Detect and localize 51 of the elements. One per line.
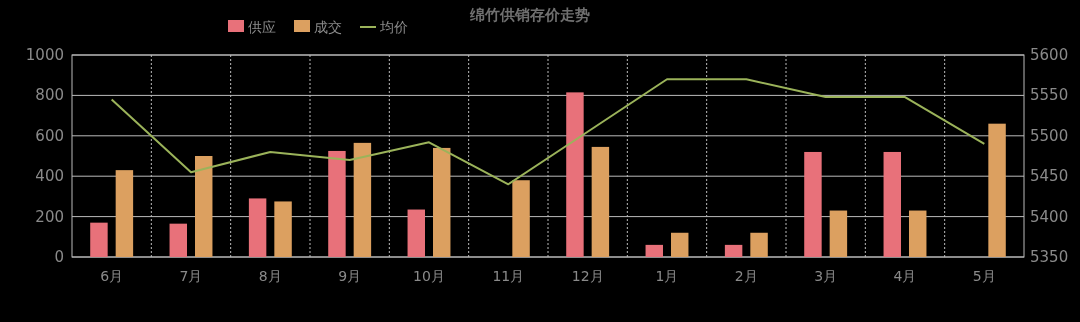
- bar: [353, 142, 372, 257]
- x-tick-label: 3月: [814, 268, 838, 284]
- bar: [724, 244, 743, 257]
- legend-label: 成交: [314, 19, 342, 35]
- x-tick-label: 12月: [571, 268, 604, 284]
- bar: [645, 244, 663, 257]
- y2-tick-label: 5500: [1030, 126, 1069, 145]
- bar: [115, 170, 134, 257]
- bar: [328, 150, 346, 257]
- bar: [883, 151, 901, 257]
- x-tick-label: 11月: [492, 268, 525, 284]
- y2-tick-label: 5350: [1030, 248, 1069, 266]
- x-tick-label: 10月: [413, 268, 445, 284]
- y2-tick-label: 5400: [1030, 207, 1069, 226]
- bar: [829, 210, 848, 257]
- y-tick-label: 600: [35, 126, 64, 145]
- x-tick-label: 6月: [100, 268, 124, 284]
- x-tick-label: 8月: [258, 268, 282, 284]
- x-tick-label: 9月: [338, 268, 362, 284]
- y-tick-label: 800: [35, 86, 64, 105]
- bar: [804, 151, 822, 257]
- bar: [750, 232, 768, 257]
- bar: [169, 223, 187, 257]
- bar: [988, 123, 1006, 257]
- y-tick-label: 400: [35, 167, 64, 186]
- legend-label: 供应: [248, 19, 276, 35]
- bar: [909, 210, 927, 257]
- y-tick-label: 200: [35, 207, 64, 226]
- bar: [671, 232, 689, 257]
- y2-tick-label: 5450: [1030, 167, 1069, 186]
- bar: [433, 147, 451, 257]
- line-series: [110, 78, 986, 186]
- bar: [274, 201, 292, 257]
- bar: [248, 198, 267, 257]
- bar: [195, 156, 213, 257]
- chart-title: 绵竹供销存价走势: [469, 6, 590, 24]
- legend-label: 均价: [379, 19, 408, 35]
- bar: [512, 180, 530, 257]
- x-tick-label: 2月: [734, 268, 758, 284]
- x-tick-label: 4月: [893, 268, 917, 284]
- bar: [407, 209, 425, 257]
- bar: [566, 92, 584, 257]
- y2-tick-label: 5600: [1030, 46, 1069, 64]
- y-tick-label: 0: [54, 248, 64, 266]
- y-tick-label: 1000: [25, 46, 64, 64]
- bar: [591, 146, 610, 257]
- x-tick-label: 5月: [972, 268, 996, 284]
- y2-tick-label: 5550: [1030, 86, 1069, 105]
- x-tick-label: 1月: [655, 268, 679, 284]
- bar: [90, 222, 108, 257]
- x-tick-label: 7月: [179, 268, 203, 284]
